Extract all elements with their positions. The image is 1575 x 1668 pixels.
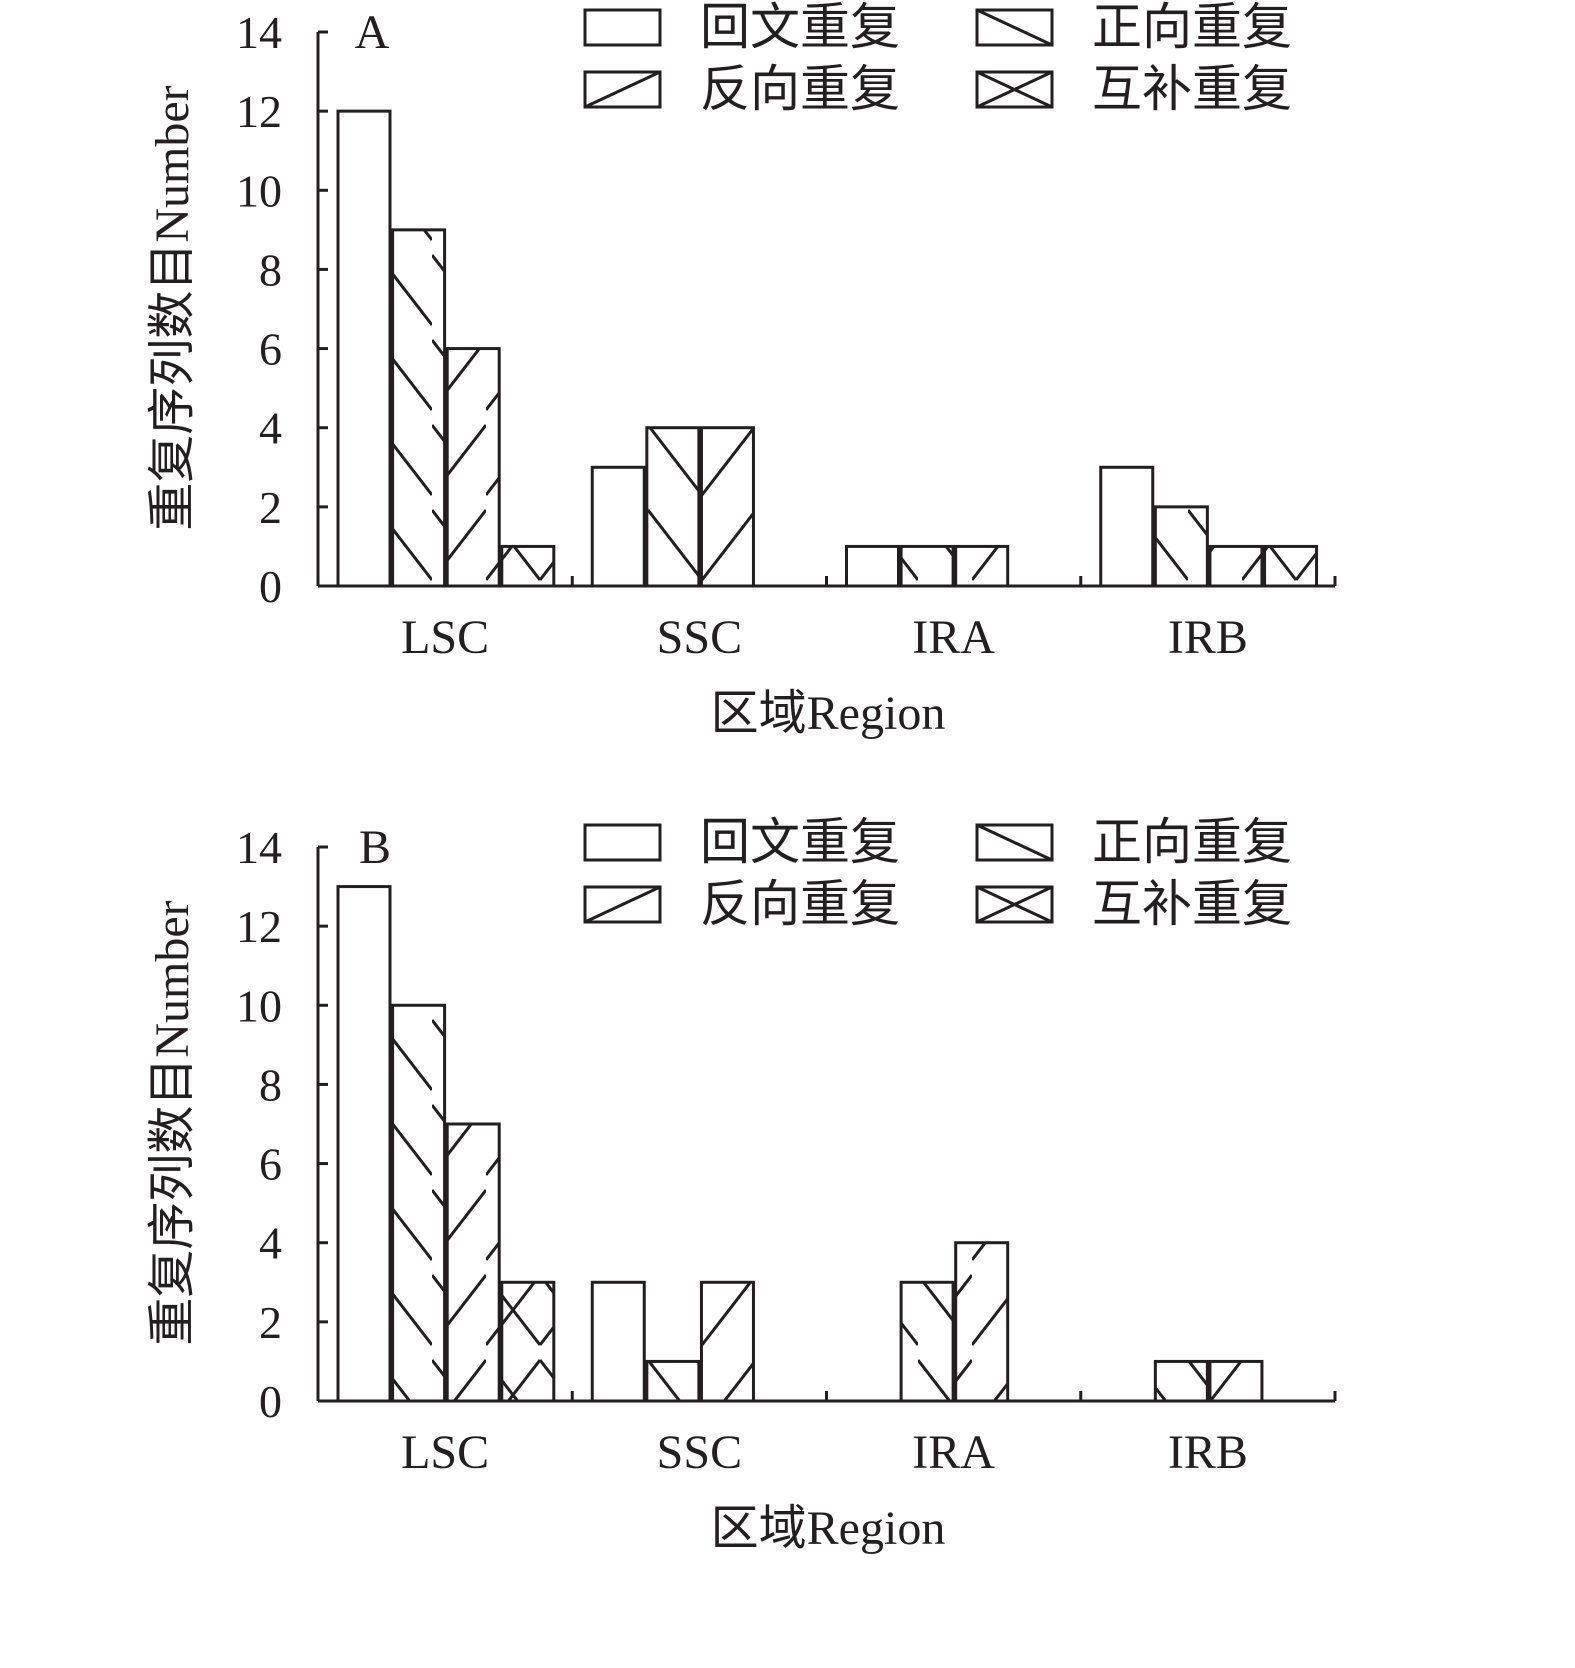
y-tick-label: 12 <box>236 86 282 137</box>
legend-hatch <box>584 70 661 109</box>
y-tick-label: 10 <box>236 980 282 1031</box>
x-axis-title: 区域Region <box>711 687 946 740</box>
bar-ira-series-3 <box>954 1241 1010 1403</box>
x-tick-label: SSC <box>657 1426 742 1479</box>
x-axis-title: 区域Region <box>711 1502 946 1555</box>
x-tick-label: IRA <box>912 611 995 664</box>
y-tick-label: 10 <box>236 165 282 216</box>
y-tick-label: 8 <box>259 1059 282 1110</box>
y-tick-label: 0 <box>259 1376 282 1427</box>
legend-hatch <box>976 885 1053 924</box>
y-axis-title: 重复序列数目Number <box>146 900 199 1345</box>
bar-irb-series-4 <box>1263 544 1319 588</box>
bar-lsc-series-2 <box>391 1003 447 1403</box>
y-tick-label: 6 <box>259 1139 282 1190</box>
x-tick-label: IRA <box>912 1426 995 1479</box>
legend-label: 反向重复 <box>700 61 900 117</box>
bar-irb-series-3 <box>1208 544 1264 588</box>
legend-item: 反向重复 <box>583 876 900 932</box>
y-tick-label: 12 <box>236 901 282 952</box>
legend-label: 互补重复 <box>1092 876 1292 932</box>
legend-hatch <box>976 70 1053 109</box>
legend-item: 回文重复 <box>583 0 900 55</box>
y-tick-label: 4 <box>259 1218 282 1269</box>
y-tick-label: 6 <box>259 324 282 375</box>
bar-lsc-series-3 <box>445 347 501 588</box>
legend-label: 反向重复 <box>700 876 900 932</box>
bar-ira-series-2 <box>899 544 955 588</box>
bar-lsc-series-4 <box>500 1280 556 1403</box>
legend-hatch <box>976 823 1053 862</box>
legend-item: 正向重复 <box>975 0 1292 55</box>
bar-ssc-series-2 <box>645 1359 701 1403</box>
panel-label: B <box>359 821 391 874</box>
bar-irb-series-2 <box>1153 505 1209 588</box>
legend-hatch <box>584 885 661 924</box>
legend-item: 回文重复 <box>583 814 900 870</box>
bar-ssc-series-3 <box>699 1280 755 1403</box>
legend-label: 正向重复 <box>1092 814 1292 870</box>
bar-lsc-series-4 <box>500 544 556 588</box>
bar-lsc-series-1 <box>336 109 392 588</box>
y-axis-title: 重复序列数目Number <box>146 85 199 530</box>
bar-ssc-series-1 <box>590 465 646 588</box>
bar-ssc-series-1 <box>590 1280 646 1403</box>
x-tick-label: LSC <box>401 611 489 664</box>
x-tick-label: SSC <box>657 611 742 664</box>
bar-ssc-series-2 <box>645 426 701 588</box>
y-tick-label: 0 <box>259 561 282 612</box>
y-tick-label: 14 <box>236 7 282 58</box>
legend-swatch <box>583 8 662 47</box>
legend-swatch <box>583 823 662 862</box>
bar-ira-series-2 <box>899 1280 955 1403</box>
chart-panel-a: 0 2 4 6 8 10 12 14 LSC SSC IRA IRB A 区域Region 重复序列数目Nu… <box>146 0 1337 740</box>
legend-label: 回文重复 <box>700 814 900 870</box>
bar-ssc-series-3 <box>699 426 755 588</box>
legend-label: 正向重复 <box>1092 0 1292 55</box>
legend-item: 正向重复 <box>975 814 1292 870</box>
bar-irb-series-3 <box>1208 1359 1264 1403</box>
bar-lsc-series-1 <box>336 885 392 1403</box>
legend-item: 反向重复 <box>583 61 900 117</box>
legend-hatch <box>976 8 1053 47</box>
legend-label: 互补重复 <box>1092 61 1292 117</box>
y-tick-label: 2 <box>259 1297 282 1348</box>
bar-ira-series-3 <box>954 544 1010 588</box>
bar-irb-series-2 <box>1153 1359 1209 1403</box>
bar-irb-series-1 <box>1099 465 1155 588</box>
y-tick-label: 8 <box>259 244 282 295</box>
y-tick-label: 14 <box>236 822 282 873</box>
x-tick-label: IRB <box>1168 1426 1248 1479</box>
legend-item: 互补重复 <box>975 876 1292 932</box>
legend-item: 互补重复 <box>975 61 1292 117</box>
bar-lsc-series-2 <box>391 228 447 588</box>
x-tick-label: LSC <box>401 1426 489 1479</box>
bar-lsc-series-3 <box>445 1122 501 1403</box>
legend-label: 回文重复 <box>700 0 900 55</box>
panel-label: A <box>355 6 390 59</box>
chart-panel-b: 0 2 4 6 8 10 12 14 LSC SSC IRA IRB B 区域Region 重复序列数目Nu… <box>146 814 1337 1555</box>
y-tick-label: 2 <box>259 482 282 533</box>
bar-ira-series-1 <box>845 544 900 588</box>
y-tick-label: 4 <box>259 403 282 454</box>
x-tick-label: IRB <box>1168 611 1248 664</box>
